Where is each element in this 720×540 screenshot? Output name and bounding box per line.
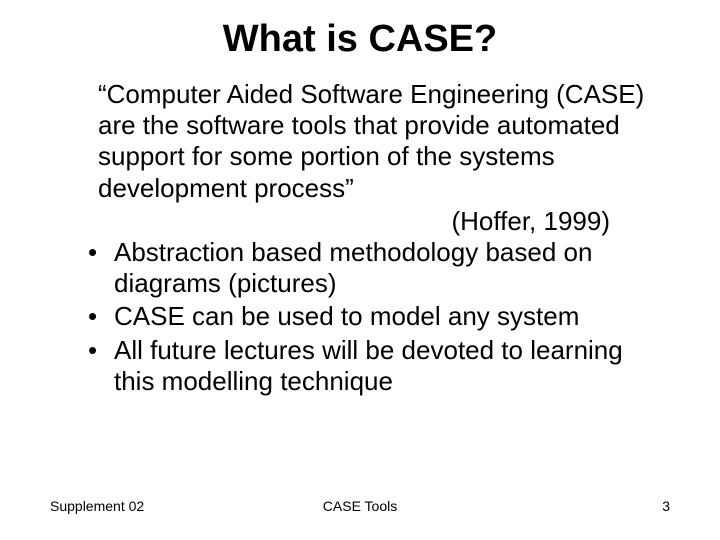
citation-text: (Hoffer, 1999) bbox=[80, 206, 670, 237]
bullet-item: CASE can be used to model any system bbox=[88, 301, 670, 332]
slide-title: What is CASE? bbox=[50, 18, 670, 61]
footer-center: CASE Tools bbox=[257, 498, 464, 514]
bullet-list: Abstraction based methodology based on d… bbox=[80, 237, 670, 397]
slide-container: What is CASE? “Computer Aided Software E… bbox=[0, 0, 720, 540]
bullet-item: Abstraction based methodology based on d… bbox=[88, 237, 670, 299]
quote-text: “Computer Aided Software Engineering (CA… bbox=[98, 79, 670, 204]
footer-left: Supplement 02 bbox=[50, 498, 257, 514]
footer-right: 3 bbox=[463, 498, 670, 514]
slide-footer: Supplement 02 CASE Tools 3 bbox=[0, 498, 720, 514]
slide-content: “Computer Aided Software Engineering (CA… bbox=[50, 79, 670, 397]
bullet-item: All future lectures will be devoted to l… bbox=[88, 335, 670, 397]
